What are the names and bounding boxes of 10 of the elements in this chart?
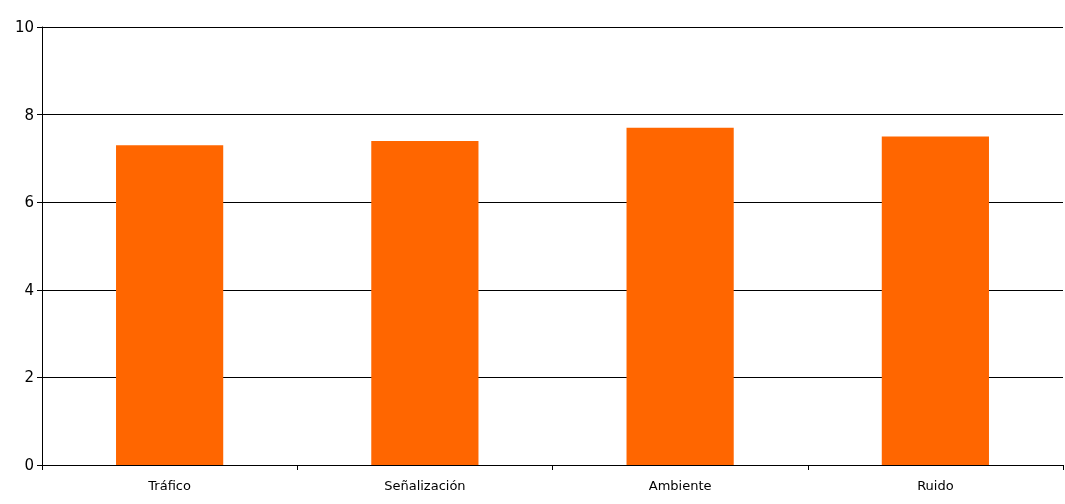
y-tick-label: 8 [24, 105, 34, 124]
x-tick-label: Señalización [384, 478, 466, 493]
x-tick-label: Ruido [917, 478, 954, 493]
x-tick-label: Ambiente [648, 478, 712, 493]
y-tick-label: 0 [24, 456, 34, 474]
x-tick-label: Tráfico [147, 478, 191, 493]
y-tick-label: 6 [24, 193, 34, 212]
y-tick-label: 2 [24, 368, 34, 387]
y-tick-label: 4 [24, 280, 34, 299]
y-tick-label: 10 [14, 18, 34, 36]
